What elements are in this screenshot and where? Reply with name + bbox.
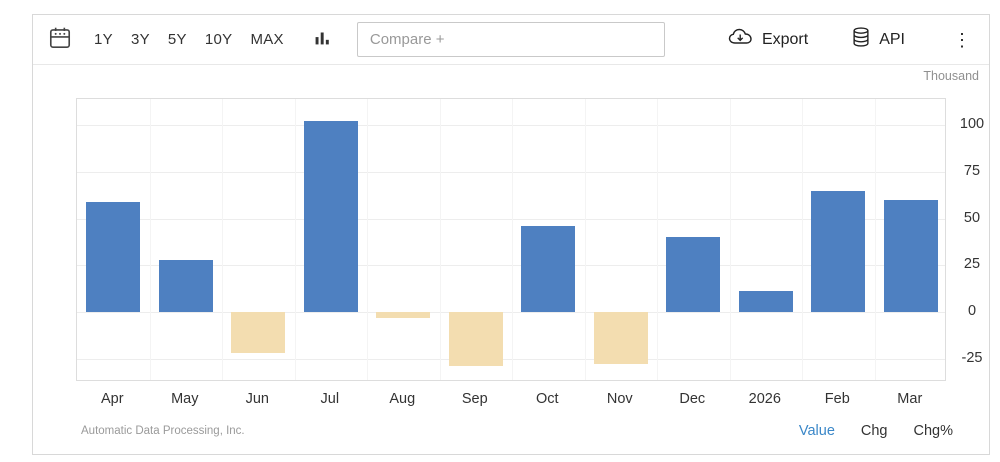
calendar-icon xyxy=(47,25,73,54)
x-tick-label: Jul xyxy=(320,391,340,407)
x-tick-label: 2026 xyxy=(748,391,781,407)
y-axis: 100 75 50 25 0 -25 xyxy=(952,98,992,381)
mode-chg-pct[interactable]: Chg% xyxy=(913,423,954,439)
bar-jul[interactable] xyxy=(303,121,358,312)
y-tick-label: 75 xyxy=(963,162,981,179)
toolbar-right: Export API ⋮ xyxy=(727,25,973,54)
x-tick-label: Aug xyxy=(389,391,416,407)
chart-footer: Automatic Data Processing, Inc. Value Chg… xyxy=(81,420,953,442)
y-tick-label: 100 xyxy=(959,116,985,133)
y-tick-label: 0 xyxy=(967,303,977,319)
range-button-1y[interactable]: 1Y xyxy=(85,25,122,54)
range-button-5y[interactable]: 5Y xyxy=(159,25,196,54)
x-tick-label: Oct xyxy=(536,391,559,407)
unit-label: Thousand xyxy=(923,69,979,83)
range-button-3y[interactable]: 3Y xyxy=(122,25,159,54)
bar-jun[interactable] xyxy=(231,312,286,354)
compare-input[interactable] xyxy=(356,22,665,57)
y-tick-label: 50 xyxy=(963,209,981,226)
h-gridline xyxy=(77,125,945,127)
h-gridline xyxy=(77,171,945,173)
bar-aug[interactable] xyxy=(376,312,431,318)
bar-chart-icon xyxy=(311,27,333,52)
h-gridline xyxy=(77,312,945,313)
x-tick-label: Apr xyxy=(101,391,124,407)
v-gridline xyxy=(584,99,586,380)
export-button[interactable]: Export xyxy=(727,26,808,53)
calendar-button[interactable] xyxy=(45,23,75,56)
v-gridline xyxy=(222,99,223,380)
h-gridline xyxy=(77,218,945,220)
api-button[interactable]: API xyxy=(850,25,905,54)
cloud-download-icon xyxy=(727,26,755,53)
h-gridline xyxy=(77,265,945,267)
chart-type-button[interactable] xyxy=(309,25,335,54)
bar-dec[interactable] xyxy=(666,237,721,312)
api-label: API xyxy=(879,30,905,48)
x-tick-label: Feb xyxy=(824,391,850,407)
plot-area[interactable] xyxy=(76,98,946,381)
range-button-max[interactable]: MAX xyxy=(241,25,292,54)
v-gridline xyxy=(367,99,368,380)
bar-oct[interactable] xyxy=(521,226,576,312)
y-tick-label: -25 xyxy=(961,349,983,366)
bar-nov[interactable] xyxy=(593,312,648,365)
source-label: Automatic Data Processing, Inc. xyxy=(81,425,245,437)
x-axis: Apr May Jun Jul Aug Sep Oct Nov Dec 2026 Feb Mar xyxy=(76,391,946,411)
v-gridline xyxy=(149,99,151,380)
bar-apr[interactable] xyxy=(86,201,141,312)
database-icon xyxy=(850,25,872,54)
y-tick-label: 25 xyxy=(963,256,981,273)
overflow-menu-button[interactable]: ⋮ xyxy=(951,29,973,51)
mode-value[interactable]: Value xyxy=(798,423,835,439)
range-button-group: 1Y 3Y 5Y 10Y MAX xyxy=(85,25,293,54)
bar-may[interactable] xyxy=(158,259,213,312)
bar-feb[interactable] xyxy=(811,190,866,312)
x-tick-label: Dec xyxy=(679,391,706,407)
v-gridline xyxy=(294,99,296,380)
mode-chg[interactable]: Chg xyxy=(860,423,888,439)
export-label: Export xyxy=(761,30,809,48)
mode-toggle-group: Value Chg Chg% xyxy=(799,423,953,439)
x-tick-label: May xyxy=(171,391,199,407)
x-tick-label: Sep xyxy=(461,391,488,407)
v-gridline xyxy=(512,99,513,380)
x-tick-label: Jun xyxy=(245,391,269,407)
x-tick-label: Mar xyxy=(897,391,923,407)
v-gridline xyxy=(439,99,441,380)
kebab-menu-icon: ⋮ xyxy=(953,29,971,50)
v-gridline xyxy=(657,99,658,380)
h-gridline xyxy=(77,358,945,360)
bar-sep[interactable] xyxy=(448,312,503,367)
bar-2026[interactable] xyxy=(738,291,793,312)
v-gridline xyxy=(729,99,731,380)
range-button-10y[interactable]: 10Y xyxy=(196,25,242,54)
bar-mar[interactable] xyxy=(883,199,938,312)
v-gridline xyxy=(802,99,803,380)
x-tick-label: Nov xyxy=(606,391,633,407)
v-gridline xyxy=(874,99,876,380)
